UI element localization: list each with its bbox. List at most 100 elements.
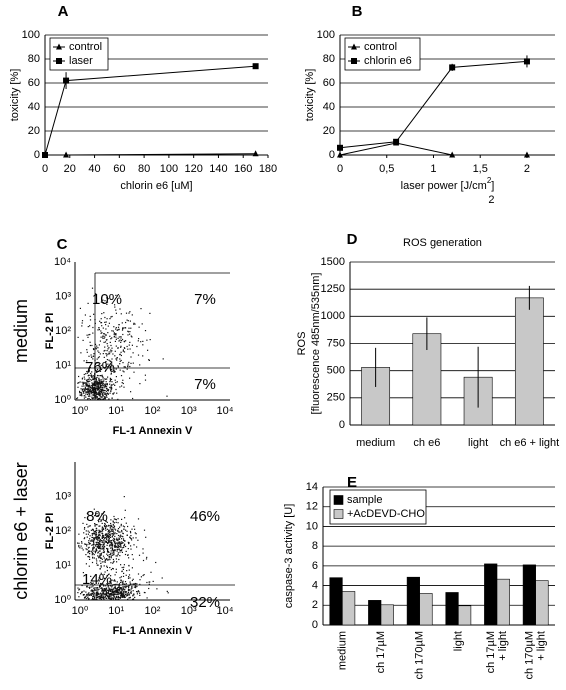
event-dot xyxy=(103,565,105,567)
event-dot xyxy=(132,598,134,600)
event-dot xyxy=(107,332,109,334)
event-dot xyxy=(98,537,100,539)
event-dot xyxy=(121,590,123,592)
event-dot xyxy=(128,344,130,346)
event-dot xyxy=(116,533,118,535)
event-dot xyxy=(100,553,102,555)
event-dot xyxy=(81,541,83,543)
event-dot xyxy=(119,535,121,537)
event-dot xyxy=(116,539,118,541)
event-dot xyxy=(92,378,94,381)
event-dot xyxy=(105,328,107,330)
event-dot xyxy=(122,525,124,527)
event-dot xyxy=(97,564,99,566)
event-dot xyxy=(112,530,114,532)
event-dot xyxy=(110,338,112,340)
event-dot xyxy=(119,546,121,548)
event-dot xyxy=(98,529,100,531)
event-dot xyxy=(107,559,110,561)
event-dot xyxy=(99,548,101,550)
event-dot xyxy=(122,593,124,595)
y-tick-label: 10⁰ xyxy=(54,594,71,606)
event-dot xyxy=(104,523,106,525)
event-dot xyxy=(120,588,122,590)
event-dot xyxy=(87,593,89,595)
event-dot xyxy=(121,581,123,583)
x-tick-label: ch e6 + light xyxy=(500,437,560,449)
event-dot xyxy=(76,398,78,400)
event-dot xyxy=(126,593,128,595)
event-dot xyxy=(126,319,128,321)
event-dot xyxy=(123,351,126,353)
event-dot xyxy=(100,566,102,568)
event-dot xyxy=(128,569,130,571)
event-dot xyxy=(96,383,98,385)
event-dot xyxy=(121,593,123,596)
x-tick-label: 20 xyxy=(64,163,76,175)
event-dot xyxy=(112,330,114,332)
event-dot xyxy=(112,353,114,355)
event-dot xyxy=(127,348,129,350)
marker xyxy=(449,151,456,158)
event-dot xyxy=(122,580,124,582)
event-dot xyxy=(122,370,124,372)
event-dot xyxy=(121,538,123,540)
event-dot xyxy=(120,340,123,342)
event-dot xyxy=(112,365,114,367)
event-dot xyxy=(124,553,127,556)
event-dot xyxy=(116,581,118,583)
x-tick-label-line: ch 170µM xyxy=(524,631,536,680)
event-dot xyxy=(84,390,86,392)
event-dot xyxy=(109,559,111,561)
event-dot xyxy=(91,552,93,554)
event-dot xyxy=(81,591,83,593)
event-dot xyxy=(99,585,101,587)
event-dot xyxy=(134,586,136,588)
event-cloud xyxy=(77,496,169,601)
event-dot xyxy=(127,591,129,593)
event-dot xyxy=(116,594,118,596)
event-dot xyxy=(117,529,119,531)
event-dot xyxy=(142,574,144,577)
event-dot xyxy=(110,526,112,528)
event-dot xyxy=(96,529,98,531)
x-axis-label-sub: 2 xyxy=(488,194,494,206)
event-dot xyxy=(86,586,88,588)
event-dot xyxy=(133,583,135,585)
x-tick-label: 10³ xyxy=(181,605,197,617)
event-dot xyxy=(93,376,95,378)
event-dot xyxy=(108,529,110,531)
bar xyxy=(406,576,420,626)
x-tick-label-line: ch 17µM xyxy=(375,631,387,673)
event-dot xyxy=(87,398,89,400)
event-dot xyxy=(137,539,139,541)
event-dot xyxy=(115,545,117,547)
event-dot xyxy=(144,330,147,332)
event-dot xyxy=(109,379,111,381)
event-dot xyxy=(106,355,108,357)
event-dot xyxy=(124,583,126,585)
event-dot xyxy=(118,295,121,297)
event-dot xyxy=(78,546,80,548)
event-dot xyxy=(111,567,114,570)
event-dot xyxy=(91,593,93,595)
event-dot xyxy=(92,533,94,535)
event-dot xyxy=(120,579,122,581)
event-dot xyxy=(92,513,94,515)
x-tick-label-line: ch 170µM xyxy=(414,631,426,680)
event-dot xyxy=(119,591,121,593)
x-tick-label: light xyxy=(468,437,488,449)
event-dot xyxy=(111,544,113,546)
quadrant-percent: 10% xyxy=(92,291,122,308)
event-dot xyxy=(113,333,115,335)
event-dot xyxy=(93,537,95,539)
event-dot xyxy=(113,591,115,593)
event-dot xyxy=(115,593,117,595)
event-dot xyxy=(96,512,98,515)
event-dot xyxy=(109,598,111,600)
event-dot xyxy=(108,389,110,391)
event-dot xyxy=(99,544,101,546)
event-dot xyxy=(88,593,90,595)
event-dot xyxy=(118,340,120,342)
event-dot xyxy=(89,344,91,347)
